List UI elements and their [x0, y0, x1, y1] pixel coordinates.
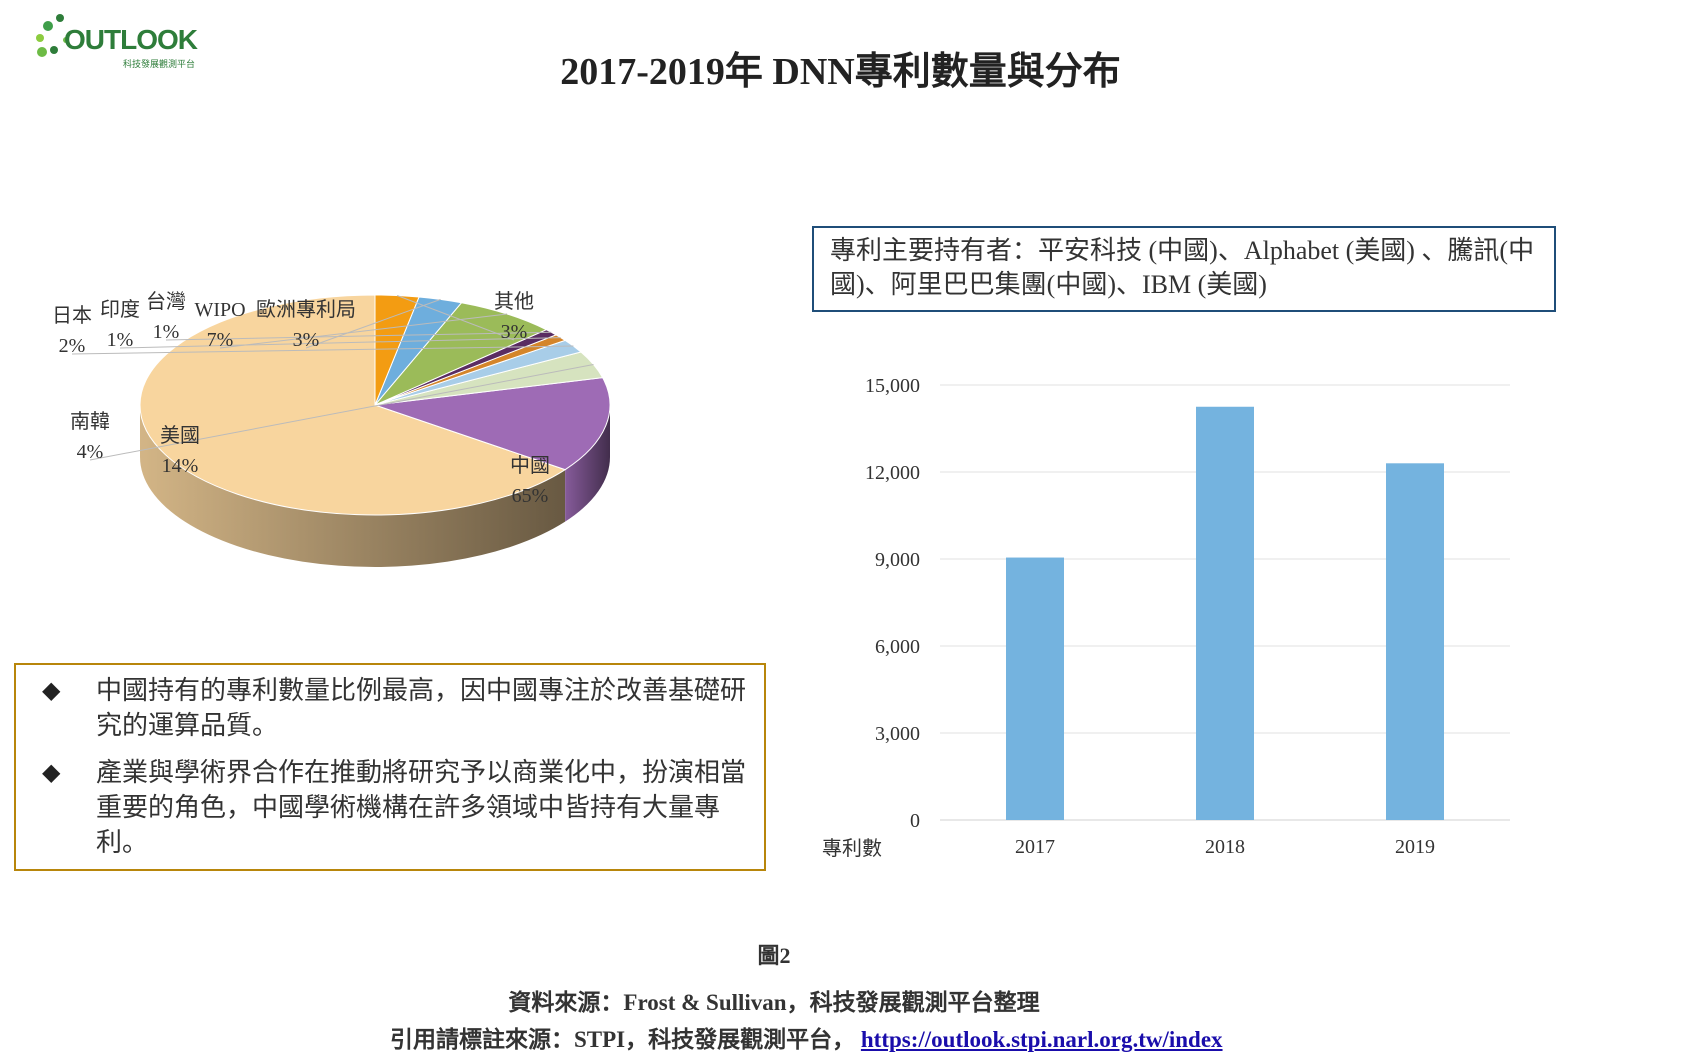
- pie-label-歐洲專利局: 歐洲專利局: [256, 298, 356, 321]
- patent-share-pie-chart: 中國 65% 美國 14% 南韓 4% 日本 2% 印度 1% 台灣 1% WIPO 7% 歐洲專利局 3% 其…: [52, 290, 611, 567]
- citation-line: 引用請標註來源：STPI，科技發展觀測平台， https://outlook.s…: [390, 1020, 1223, 1054]
- pie-labels: 中國 65% 美國 14% 南韓 4% 日本 2% 印度 1% 台灣 1% WIPO 7% 歐洲專利局 3% 其…: [52, 290, 550, 507]
- note-text: 產業與學術界合作在推動將研究予以商業化中，扮演相當重要的角色，中國學術機構在許多…: [96, 757, 747, 857]
- pie-slice-side-中國: [140, 405, 566, 567]
- leader-line-南韓: [89, 364, 594, 461]
- note-text: 中國持有的專利數量比例最高，因中國專注於改善基礎研究的運算品質。: [96, 675, 747, 740]
- pie-slice-中國: [139, 294, 567, 516]
- leader-line-台灣: [165, 331, 552, 341]
- source-line: 資料來源：Frost & Sullivan，科技發展觀測平台整理: [508, 990, 1040, 1015]
- logo-wordmark: OUTLOOK: [64, 24, 198, 55]
- note-item: ◆ 產業與學術界合作在推動將研究予以商業化中，扮演相當重要的角色，中國學術機構在…: [34, 755, 750, 860]
- pie-label-中國: 中國: [510, 454, 550, 477]
- logo-dots-icon: [36, 14, 69, 57]
- patent-holders-box: 專利主要持有者：平安科技 (中國)、Alphabet (美國) 、騰訊(中國)、…: [812, 226, 1556, 312]
- x-tick-label: 2018: [1205, 836, 1245, 858]
- leader-line-WIPO: [219, 313, 508, 349]
- pie-value-日本: 2%: [59, 335, 86, 357]
- leader-line-其他: [396, 295, 515, 341]
- bar-2019: [1386, 463, 1444, 820]
- pie-label-日本: 日本: [52, 304, 92, 327]
- note-item: ◆ 中國持有的專利數量比例最高，因中國專注於改善基礎研究的運算品質。: [34, 673, 750, 743]
- diamond-bullet-icon: ◆: [42, 759, 61, 786]
- pie-value-歐洲專利局: 3%: [293, 329, 320, 351]
- bar-x-ticks: 2017 2018 2019: [1015, 836, 1435, 858]
- diamond-bullet-icon: ◆: [42, 677, 61, 704]
- x-tick-label: 2017: [1015, 836, 1055, 858]
- pie-slice-side-美國: [565, 405, 610, 522]
- pie-depth: [140, 405, 610, 567]
- pie-label-WIPO: WIPO: [194, 299, 245, 321]
- pie-leader-lines: [71, 295, 594, 461]
- page-title: 2017-2019年 DNN專利數量與分布: [560, 51, 1121, 93]
- pie-slice-美國: [374, 377, 611, 471]
- leader-line-日本: [71, 345, 574, 355]
- pie-label-其他: 其他: [494, 290, 534, 313]
- pie-value-中國: 65%: [512, 485, 549, 507]
- pie-label-美國: 美國: [160, 424, 200, 447]
- leader-line-印度: [119, 337, 561, 349]
- y-tick-label: 9,000: [875, 549, 920, 571]
- pie-value-南韓: 4%: [77, 441, 104, 463]
- y-axis-label: 專利數: [822, 837, 882, 860]
- pie-value-美國: 14%: [162, 455, 199, 477]
- pie-value-台灣: 1%: [153, 321, 180, 343]
- pie-label-台灣: 台灣: [146, 290, 186, 313]
- bar-2018: [1196, 406, 1254, 820]
- pie-slices: [139, 294, 611, 516]
- bar-2017: [1006, 557, 1064, 820]
- y-tick-label: 3,000: [875, 723, 920, 745]
- pie-label-南韓: 南韓: [70, 410, 110, 433]
- outlook-logo: OUTLOOK 科技發展觀測平台: [30, 10, 210, 70]
- bar-bars: [1006, 406, 1444, 820]
- pie-value-其他: 3%: [501, 321, 528, 343]
- y-tick-label: 0: [910, 810, 920, 832]
- outlook-link[interactable]: https://outlook.stpi.narl.org.tw/index: [860, 1027, 1223, 1052]
- leader-line-歐洲專利局: [305, 298, 441, 349]
- y-tick-label: 12,000: [865, 462, 920, 484]
- pie-label-印度: 印度: [100, 298, 140, 321]
- figure-label: 圖2: [757, 943, 791, 968]
- bar-y-ticks: 0 3,000 6,000 9,000 12,000 15,000: [865, 375, 920, 832]
- pie-value-WIPO: 7%: [207, 329, 234, 351]
- logo-subtitle: 科技發展觀測平台: [123, 59, 196, 69]
- notes-box: ◆ 中國持有的專利數量比例最高，因中國專注於改善基礎研究的運算品質。 ◆ 產業與…: [14, 663, 766, 871]
- y-tick-label: 6,000: [875, 636, 920, 658]
- x-tick-label: 2019: [1395, 836, 1435, 858]
- y-tick-label: 15,000: [865, 375, 920, 397]
- pie-value-印度: 1%: [107, 329, 134, 351]
- citation-prefix: 引用請標註來源：STPI，科技發展觀測平台，: [390, 1027, 856, 1052]
